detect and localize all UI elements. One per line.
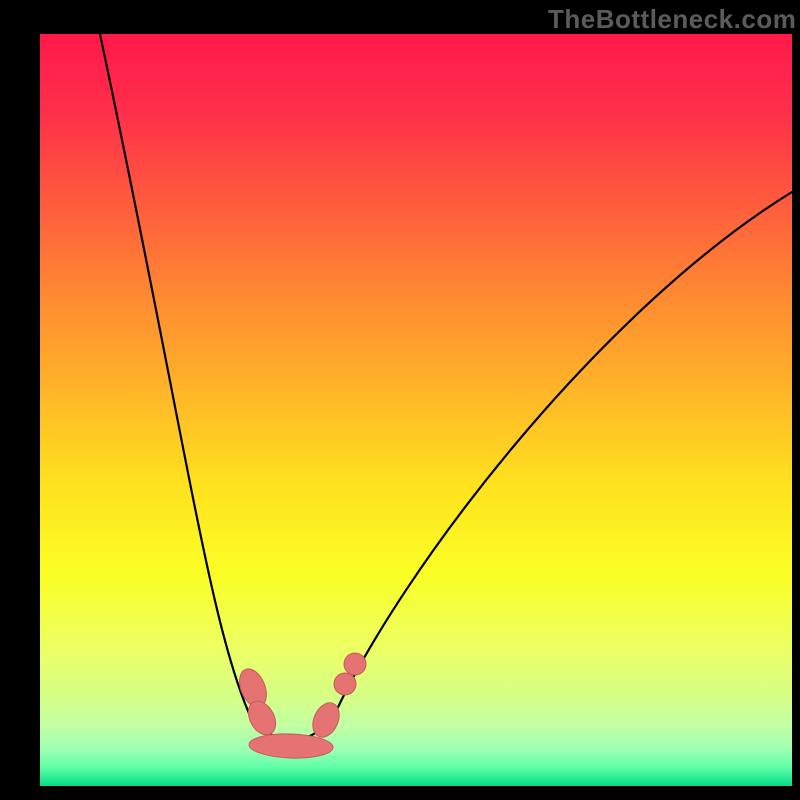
gradient-background (40, 34, 792, 786)
plot-area (40, 34, 792, 786)
bottleneck-chart (0, 0, 800, 800)
marker-circle (334, 673, 356, 695)
watermark-text: TheBottleneck.com (548, 4, 796, 35)
marker-circle (344, 653, 366, 675)
